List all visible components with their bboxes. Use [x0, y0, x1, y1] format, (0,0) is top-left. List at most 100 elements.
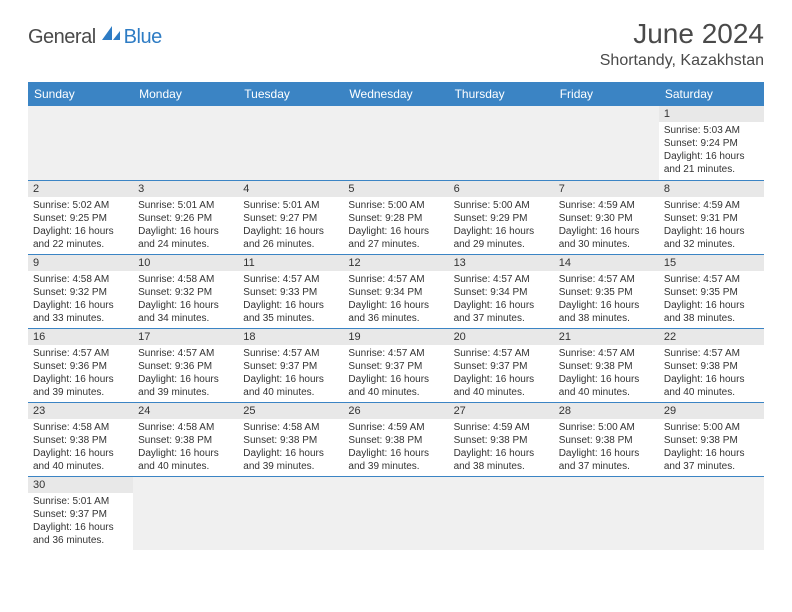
- day-number: 4: [238, 181, 343, 197]
- weekday-header: Friday: [554, 82, 659, 106]
- calendar-body: 1Sunrise: 5:03 AMSunset: 9:24 PMDaylight…: [28, 106, 764, 550]
- calendar-row: 9Sunrise: 4:58 AMSunset: 9:32 PMDaylight…: [28, 254, 764, 328]
- day-number: 14: [554, 255, 659, 271]
- empty-cell: [133, 106, 238, 180]
- empty-cell: [659, 476, 764, 550]
- weekday-header: Wednesday: [343, 82, 448, 106]
- day-cell: 17Sunrise: 4:57 AMSunset: 9:36 PMDayligh…: [133, 328, 238, 402]
- day-cell: 20Sunrise: 4:57 AMSunset: 9:37 PMDayligh…: [449, 328, 554, 402]
- day-cell: 10Sunrise: 4:58 AMSunset: 9:32 PMDayligh…: [133, 254, 238, 328]
- day-cell: 8Sunrise: 4:59 AMSunset: 9:31 PMDaylight…: [659, 180, 764, 254]
- day-details: Sunrise: 4:57 AMSunset: 9:37 PMDaylight:…: [449, 345, 554, 402]
- day-cell: 15Sunrise: 4:57 AMSunset: 9:35 PMDayligh…: [659, 254, 764, 328]
- day-number: 3: [133, 181, 238, 197]
- day-cell: 1Sunrise: 5:03 AMSunset: 9:24 PMDaylight…: [659, 106, 764, 180]
- day-number: 28: [554, 403, 659, 419]
- day-details: Sunrise: 4:57 AMSunset: 9:35 PMDaylight:…: [659, 271, 764, 328]
- day-number: 10: [133, 255, 238, 271]
- day-cell: 23Sunrise: 4:58 AMSunset: 9:38 PMDayligh…: [28, 402, 133, 476]
- day-cell: 3Sunrise: 5:01 AMSunset: 9:26 PMDaylight…: [133, 180, 238, 254]
- empty-cell: [238, 476, 343, 550]
- day-details: Sunrise: 4:57 AMSunset: 9:36 PMDaylight:…: [28, 345, 133, 402]
- day-number: 15: [659, 255, 764, 271]
- day-details: Sunrise: 5:00 AMSunset: 9:28 PMDaylight:…: [343, 197, 448, 254]
- day-details: Sunrise: 4:58 AMSunset: 9:38 PMDaylight:…: [28, 419, 133, 476]
- day-cell: 11Sunrise: 4:57 AMSunset: 9:33 PMDayligh…: [238, 254, 343, 328]
- day-details: Sunrise: 5:01 AMSunset: 9:26 PMDaylight:…: [133, 197, 238, 254]
- day-number: 13: [449, 255, 554, 271]
- day-cell: 6Sunrise: 5:00 AMSunset: 9:29 PMDaylight…: [449, 180, 554, 254]
- day-cell: 18Sunrise: 4:57 AMSunset: 9:37 PMDayligh…: [238, 328, 343, 402]
- month-title: June 2024: [600, 18, 764, 50]
- day-number: 20: [449, 329, 554, 345]
- day-number: 23: [28, 403, 133, 419]
- day-number: 27: [449, 403, 554, 419]
- day-cell: 30Sunrise: 5:01 AMSunset: 9:37 PMDayligh…: [28, 476, 133, 550]
- day-number: 5: [343, 181, 448, 197]
- day-cell: 28Sunrise: 5:00 AMSunset: 9:38 PMDayligh…: [554, 402, 659, 476]
- calendar-row: 2Sunrise: 5:02 AMSunset: 9:25 PMDaylight…: [28, 180, 764, 254]
- weekday-header: Sunday: [28, 82, 133, 106]
- day-details: Sunrise: 4:58 AMSunset: 9:38 PMDaylight:…: [133, 419, 238, 476]
- day-details: Sunrise: 5:00 AMSunset: 9:38 PMDaylight:…: [659, 419, 764, 476]
- day-details: Sunrise: 4:57 AMSunset: 9:34 PMDaylight:…: [449, 271, 554, 328]
- day-cell: 7Sunrise: 4:59 AMSunset: 9:30 PMDaylight…: [554, 180, 659, 254]
- day-cell: 2Sunrise: 5:02 AMSunset: 9:25 PMDaylight…: [28, 180, 133, 254]
- empty-cell: [449, 106, 554, 180]
- day-cell: 29Sunrise: 5:00 AMSunset: 9:38 PMDayligh…: [659, 402, 764, 476]
- day-number: 22: [659, 329, 764, 345]
- day-details: Sunrise: 4:58 AMSunset: 9:32 PMDaylight:…: [133, 271, 238, 328]
- day-details: Sunrise: 5:02 AMSunset: 9:25 PMDaylight:…: [28, 197, 133, 254]
- day-number: 19: [343, 329, 448, 345]
- day-details: Sunrise: 5:00 AMSunset: 9:29 PMDaylight:…: [449, 197, 554, 254]
- day-details: Sunrise: 4:57 AMSunset: 9:38 PMDaylight:…: [659, 345, 764, 402]
- day-cell: 21Sunrise: 4:57 AMSunset: 9:38 PMDayligh…: [554, 328, 659, 402]
- day-details: Sunrise: 4:57 AMSunset: 9:36 PMDaylight:…: [133, 345, 238, 402]
- day-number: 30: [28, 477, 133, 493]
- header: General Blue June 2024 Shortandy, Kazakh…: [28, 18, 764, 70]
- empty-cell: [343, 476, 448, 550]
- empty-cell: [449, 476, 554, 550]
- weekday-header: Tuesday: [238, 82, 343, 106]
- day-details: Sunrise: 5:01 AMSunset: 9:37 PMDaylight:…: [28, 493, 133, 550]
- empty-cell: [343, 106, 448, 180]
- day-cell: 26Sunrise: 4:59 AMSunset: 9:38 PMDayligh…: [343, 402, 448, 476]
- day-number: 12: [343, 255, 448, 271]
- calendar-row: 16Sunrise: 4:57 AMSunset: 9:36 PMDayligh…: [28, 328, 764, 402]
- day-number: 29: [659, 403, 764, 419]
- day-cell: 13Sunrise: 4:57 AMSunset: 9:34 PMDayligh…: [449, 254, 554, 328]
- day-number: 21: [554, 329, 659, 345]
- day-cell: 16Sunrise: 4:57 AMSunset: 9:36 PMDayligh…: [28, 328, 133, 402]
- weekday-header: Saturday: [659, 82, 764, 106]
- calendar-row: 23Sunrise: 4:58 AMSunset: 9:38 PMDayligh…: [28, 402, 764, 476]
- day-cell: 5Sunrise: 5:00 AMSunset: 9:28 PMDaylight…: [343, 180, 448, 254]
- day-number: 25: [238, 403, 343, 419]
- day-details: Sunrise: 4:57 AMSunset: 9:38 PMDaylight:…: [554, 345, 659, 402]
- day-details: Sunrise: 5:03 AMSunset: 9:24 PMDaylight:…: [659, 122, 764, 179]
- location-label: Shortandy, Kazakhstan: [600, 52, 764, 70]
- day-number: 1: [659, 106, 764, 122]
- day-details: Sunrise: 4:58 AMSunset: 9:38 PMDaylight:…: [238, 419, 343, 476]
- weekday-header: Thursday: [449, 82, 554, 106]
- day-number: 9: [28, 255, 133, 271]
- day-details: Sunrise: 4:59 AMSunset: 9:31 PMDaylight:…: [659, 197, 764, 254]
- sail-icon: [100, 24, 122, 47]
- day-details: Sunrise: 4:57 AMSunset: 9:34 PMDaylight:…: [343, 271, 448, 328]
- day-details: Sunrise: 5:01 AMSunset: 9:27 PMDaylight:…: [238, 197, 343, 254]
- weekday-header: Monday: [133, 82, 238, 106]
- day-cell: 27Sunrise: 4:59 AMSunset: 9:38 PMDayligh…: [449, 402, 554, 476]
- day-details: Sunrise: 5:00 AMSunset: 9:38 PMDaylight:…: [554, 419, 659, 476]
- day-details: Sunrise: 4:58 AMSunset: 9:32 PMDaylight:…: [28, 271, 133, 328]
- day-details: Sunrise: 4:57 AMSunset: 9:37 PMDaylight:…: [238, 345, 343, 402]
- day-details: Sunrise: 4:59 AMSunset: 9:38 PMDaylight:…: [449, 419, 554, 476]
- empty-cell: [133, 476, 238, 550]
- day-number: 11: [238, 255, 343, 271]
- empty-cell: [554, 476, 659, 550]
- empty-cell: [554, 106, 659, 180]
- title-block: June 2024 Shortandy, Kazakhstan: [600, 18, 764, 70]
- day-number: 6: [449, 181, 554, 197]
- day-cell: 14Sunrise: 4:57 AMSunset: 9:35 PMDayligh…: [554, 254, 659, 328]
- brand-text-blue: Blue: [124, 26, 162, 49]
- day-number: 17: [133, 329, 238, 345]
- calendar-row: 1Sunrise: 5:03 AMSunset: 9:24 PMDaylight…: [28, 106, 764, 180]
